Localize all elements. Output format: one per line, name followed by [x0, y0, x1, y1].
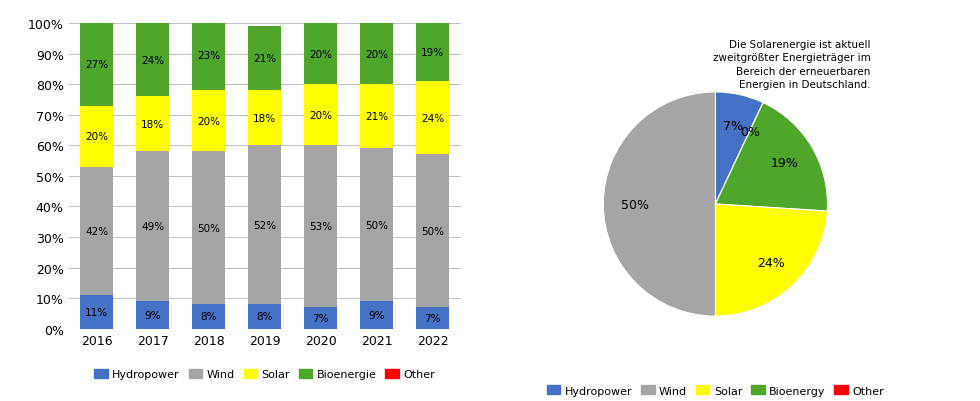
Bar	[304, 308, 337, 329]
Text: 7%: 7%	[424, 313, 441, 323]
Wedge shape	[715, 93, 763, 205]
Wedge shape	[715, 103, 827, 212]
Text: 19%: 19%	[771, 157, 799, 170]
Wedge shape	[715, 103, 763, 205]
Text: 21%: 21%	[365, 112, 388, 122]
Text: 21%: 21%	[253, 54, 276, 64]
Text: 8%: 8%	[200, 312, 217, 322]
Text: 18%: 18%	[253, 113, 276, 124]
Bar	[136, 302, 170, 329]
Bar	[248, 91, 281, 146]
Wedge shape	[715, 205, 827, 316]
Text: 7%: 7%	[313, 313, 329, 323]
Text: Die Solarenergie ist aktuell
zweitgrößter Energieträger im
Bereich der erneuerba: Die Solarenergie ist aktuell zweitgrößte…	[712, 40, 870, 89]
Text: 7%: 7%	[723, 119, 743, 132]
Bar	[416, 308, 450, 329]
Bar	[136, 152, 170, 302]
Text: 24%: 24%	[757, 257, 785, 269]
Bar	[360, 85, 393, 149]
Text: 0%: 0%	[740, 125, 760, 138]
Legend: Hydropower, Wind, Solar, Bioenergy, Other: Hydropower, Wind, Solar, Bioenergy, Othe…	[543, 381, 888, 400]
Bar	[79, 295, 114, 329]
Bar	[416, 24, 450, 82]
Wedge shape	[604, 93, 715, 316]
Legend: Hydropower, Wind, Solar, Bioenergie, Other: Hydropower, Wind, Solar, Bioenergie, Oth…	[90, 365, 439, 384]
Text: 50%: 50%	[197, 223, 220, 233]
Bar	[248, 304, 281, 329]
Text: 42%: 42%	[85, 226, 108, 236]
Text: 20%: 20%	[309, 111, 332, 120]
Text: 11%: 11%	[85, 307, 108, 317]
Bar	[79, 24, 114, 106]
Bar	[304, 24, 337, 85]
Bar	[79, 106, 114, 167]
Text: 20%: 20%	[197, 117, 220, 127]
Bar	[416, 155, 450, 308]
Text: 23%: 23%	[197, 51, 220, 61]
Text: 50%: 50%	[366, 220, 388, 230]
Bar	[136, 97, 170, 152]
Text: 20%: 20%	[309, 50, 332, 59]
Bar	[360, 149, 393, 302]
Text: 20%: 20%	[85, 132, 108, 142]
Text: 27%: 27%	[85, 60, 108, 70]
Bar	[79, 167, 114, 295]
Text: 50%: 50%	[620, 198, 649, 211]
Text: 8%: 8%	[257, 312, 272, 322]
Bar	[248, 27, 281, 91]
Text: 9%: 9%	[368, 310, 385, 320]
Text: 18%: 18%	[141, 119, 165, 130]
Bar	[192, 152, 225, 304]
Text: 9%: 9%	[144, 310, 161, 320]
Text: 20%: 20%	[366, 50, 388, 59]
Text: 50%: 50%	[421, 226, 444, 236]
Text: 53%: 53%	[309, 222, 332, 232]
Text: 49%: 49%	[141, 222, 165, 232]
Bar	[192, 304, 225, 329]
Bar	[248, 146, 281, 304]
Bar	[136, 24, 170, 97]
Bar	[360, 302, 393, 329]
Bar	[360, 24, 393, 85]
Text: 19%: 19%	[421, 48, 444, 58]
Bar	[304, 146, 337, 308]
Bar	[304, 85, 337, 146]
Bar	[416, 82, 450, 155]
Bar	[192, 21, 225, 91]
Text: 52%: 52%	[253, 220, 276, 230]
Bar	[192, 91, 225, 152]
Text: 24%: 24%	[141, 56, 165, 66]
Text: 24%: 24%	[421, 113, 444, 124]
